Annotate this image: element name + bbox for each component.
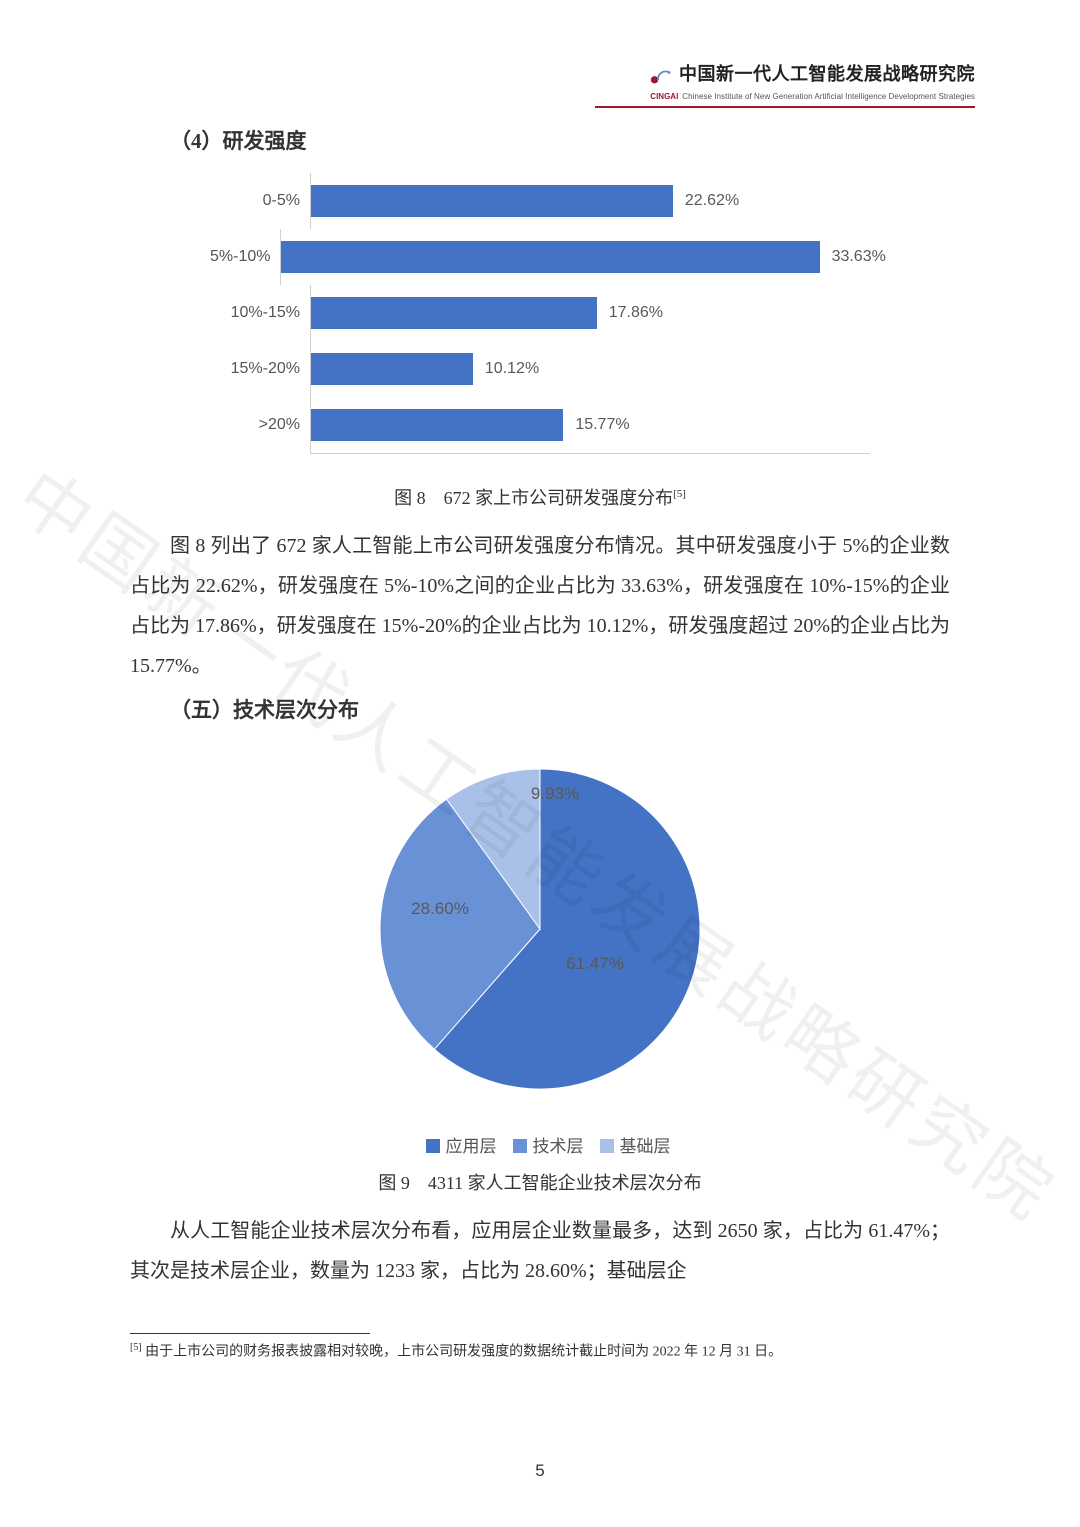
content: （4）研发强度 0-5%22.62%5%-10%33.63%10%-15%17.… [130,60,950,1364]
figure-8-caption: 图 8 672 家上市公司研发强度分布[5] [130,484,950,510]
pie-slice-label: 9.93% [531,784,579,803]
bar-row: >20% 15.77% [210,397,870,453]
footnote-text: 由于上市公司的财务报表披露相对较晚，上市公司研发强度的数据统计截止时间为 202… [145,1345,782,1360]
bar-category-label: 0-5% [210,192,310,210]
bar-track: 33.63% [280,229,885,285]
section-5-paragraph: 从人工智能企业技术层次分布看，应用层企业数量最多，达到 2650 家，占比为 6… [130,1211,950,1291]
org-name-cn: 中国新一代人工智能发展战略研究院 [679,64,975,84]
bar-category-label: 15%-20% [210,360,310,378]
bar-track: 17.86% [310,285,870,341]
section-5-title: （五）技术层次分布 [170,694,950,724]
legend-swatch [513,1139,527,1153]
bar-row: 5%-10%33.63% [210,229,870,285]
bar-chart-rd-intensity: 0-5% 22.62% 5%-10%33.63% 10%-15% 17.86% 15%-2… [210,173,870,454]
bar-value-label: 15.77% [575,416,629,434]
bar-value-label: 22.62% [685,192,739,210]
legend-label: 基础层 [620,1137,671,1156]
bar-category-label: 5%-10% [210,248,280,266]
legend-swatch [426,1139,440,1153]
pie-slice-label: 61.47% [566,954,624,973]
page-header: 中国新一代人工智能发展战略研究院 CINGAI Chinese Institut… [595,60,975,108]
bar [311,353,473,385]
bar-row: 15%-20% 10.12% [210,341,870,397]
figure-8-caption-text: 图 8 672 家上市公司研发强度分布 [394,488,673,508]
figure-8-caption-sup: [5] [673,488,686,500]
footnote: [5] 由于上市公司的财务报表披露相对较晚，上市公司研发强度的数据统计截止时间为… [130,1340,950,1364]
logo-icon [649,67,671,85]
bar-value-label: 33.63% [832,248,886,266]
figure-9-caption: 图 9 4311 家人工智能企业技术层次分布 [130,1169,950,1195]
bar [311,297,597,329]
org-name-en: Chinese Institute of New Generation Arti… [682,92,975,101]
bar-category-label: 10%-15% [210,304,310,322]
page: 中国新一代人工智能发展战略研究院 CINGAI Chinese Institut… [0,0,1080,1527]
bar-track: 10.12% [310,341,870,397]
bar-row: 10%-15% 17.86% [210,285,870,341]
section-4-title: （4）研发强度 [170,125,950,155]
pie-slice-label: 28.60% [411,899,469,918]
bar-category-label: >20% [210,416,310,434]
footnote-rule [130,1333,370,1334]
pie-legend: 应用层 技术层 基础层 [240,1132,840,1157]
bar-row: 0-5% 22.62% [210,173,870,229]
bar [311,185,673,217]
pie-chart-tech-layer: 61.47% 28.60% 9.93% 应用层 技术层 基础层 [240,744,840,1157]
bar-track: 15.77% [310,397,870,453]
bar [281,241,819,273]
org-abbr: CINGAI [650,92,678,101]
pie-svg: 61.47% 28.60% 9.93% [345,744,735,1114]
bar-track: 22.62% [310,173,870,229]
page-number: 5 [0,1461,1080,1481]
legend-label: 应用层 [446,1137,497,1156]
bar-value-label: 17.86% [609,304,663,322]
legend-swatch [600,1139,614,1153]
section-4-paragraph: 图 8 列出了 672 家人工智能上市公司研发强度分布情况。其中研发强度小于 5… [130,526,950,686]
footnote-marker: [5] [130,1342,142,1353]
bar [311,409,563,441]
bar-value-label: 10.12% [485,360,539,378]
bar-x-axis [310,453,870,454]
legend-label: 技术层 [533,1137,584,1156]
